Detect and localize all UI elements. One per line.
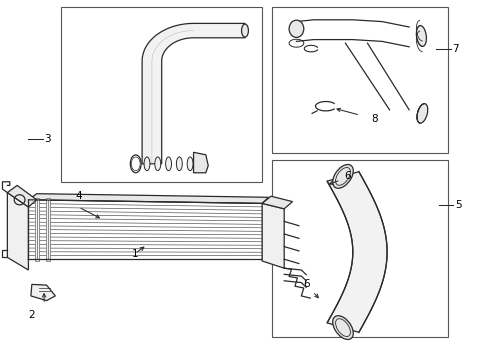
Text: 6: 6: [344, 171, 351, 181]
Ellipse shape: [333, 165, 353, 188]
Ellipse shape: [333, 316, 353, 339]
Ellipse shape: [336, 319, 350, 337]
Ellipse shape: [242, 24, 248, 37]
Bar: [61, 7, 262, 182]
Text: 4: 4: [75, 191, 82, 201]
Polygon shape: [262, 196, 293, 209]
Polygon shape: [7, 185, 37, 207]
Ellipse shape: [144, 157, 150, 171]
Text: 5: 5: [455, 200, 462, 210]
Ellipse shape: [155, 157, 161, 171]
Text: 7: 7: [452, 44, 459, 54]
Bar: [272, 7, 448, 153]
Ellipse shape: [416, 26, 426, 46]
Bar: [272, 160, 448, 337]
Ellipse shape: [336, 167, 350, 185]
Ellipse shape: [176, 157, 182, 171]
Text: 3: 3: [44, 134, 51, 144]
Text: 1: 1: [131, 249, 138, 259]
Text: 6: 6: [303, 279, 310, 289]
Polygon shape: [142, 23, 245, 164]
Text: 2: 2: [28, 310, 35, 320]
Ellipse shape: [289, 20, 304, 37]
Polygon shape: [194, 152, 208, 173]
Polygon shape: [28, 194, 269, 203]
Ellipse shape: [130, 155, 141, 173]
Polygon shape: [262, 203, 284, 268]
Ellipse shape: [187, 157, 193, 171]
Ellipse shape: [417, 104, 428, 123]
Polygon shape: [327, 172, 387, 332]
Polygon shape: [7, 193, 28, 270]
Polygon shape: [31, 284, 55, 301]
Text: 8: 8: [371, 114, 378, 124]
Ellipse shape: [131, 157, 140, 171]
Ellipse shape: [166, 157, 171, 171]
